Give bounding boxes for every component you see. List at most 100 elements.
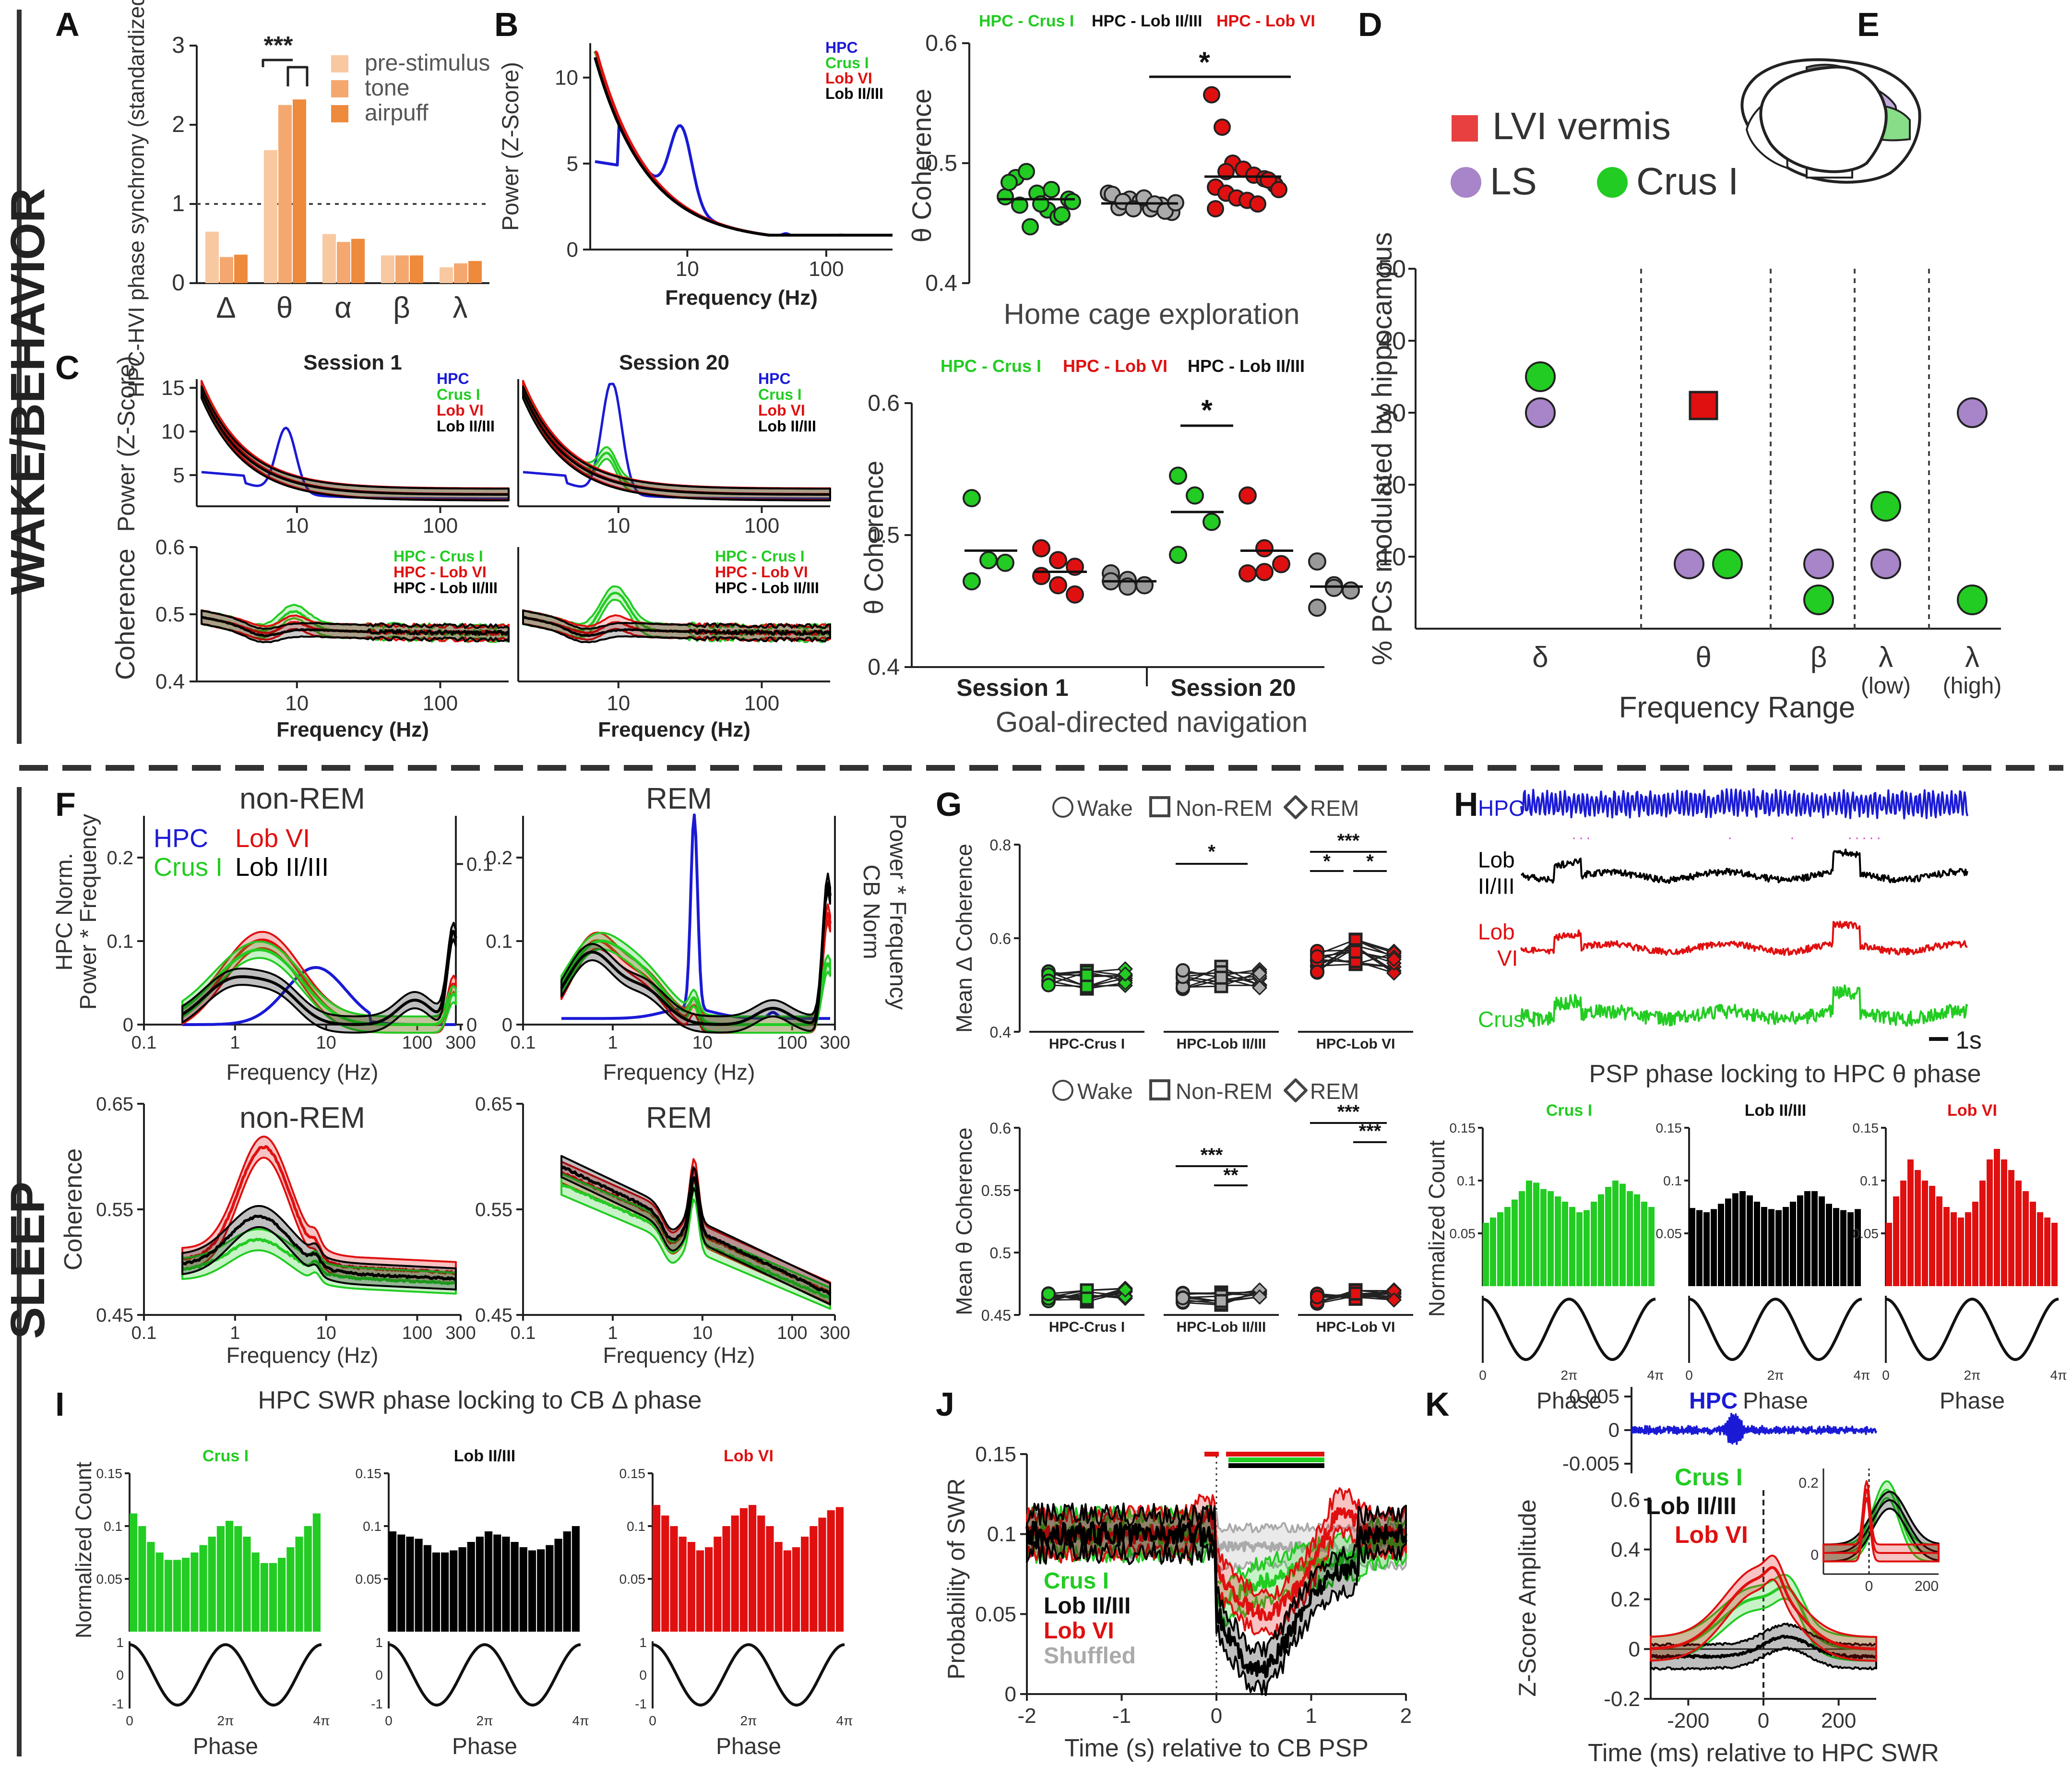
x-tick-label: 0.1 (131, 1323, 157, 1343)
data-point-rem (1252, 980, 1267, 995)
panel-letter-C: C (55, 349, 80, 386)
phase-reference (1885, 1298, 2059, 1361)
histogram-bar (1641, 1202, 1647, 1286)
panel-title: Lob II/III (454, 1447, 515, 1465)
y-axis-label: HPC Norm. (52, 853, 77, 970)
data-point-wake (1041, 978, 1056, 992)
histogram-bar (1703, 1212, 1710, 1286)
panel-letter-K: K (1425, 1385, 1450, 1423)
x-tick-label: 100 (809, 257, 844, 281)
legend-label: HPC - Lob II/III (393, 579, 498, 597)
x-tick-label: 100 (402, 1033, 432, 1053)
x-tick-label: α (334, 291, 352, 324)
histogram-bar (1576, 1212, 1583, 1286)
histogram-bar (199, 1545, 207, 1632)
y-tick-label: 0.1 (363, 1519, 381, 1534)
histogram-bar (1490, 1218, 1496, 1286)
legend-label: Wake (1077, 1079, 1133, 1104)
y-tick-label: 0 (639, 1668, 647, 1683)
legend-label: HPC - Lob VI (393, 563, 487, 581)
y-tick-label: 0.55 (96, 1199, 133, 1220)
y-tick-label: 0.15 (96, 1466, 123, 1481)
histogram-bar (2008, 1170, 2014, 1286)
y-tick-label: 0.6 (990, 1120, 1011, 1137)
x-tick-label: 0 (385, 1713, 393, 1728)
y-tick-label: 20 (1378, 471, 1406, 499)
y-tick-label: 0.05 (975, 1602, 1016, 1626)
data-point (996, 553, 1014, 572)
histogram-bar (1584, 1210, 1590, 1286)
data-point (1049, 551, 1067, 570)
y-tick-label: 0.8 (990, 836, 1011, 854)
histogram-bar (1696, 1210, 1703, 1286)
data-point-wake (1176, 1290, 1190, 1305)
histogram-bar (2001, 1159, 2007, 1286)
data-point (1207, 200, 1224, 217)
y-tick-label: 0 (1629, 1637, 1640, 1661)
bar-tone (220, 257, 233, 283)
panel-letter-I: I (55, 1385, 64, 1423)
x-tick-label: Session 1 (956, 674, 1068, 701)
y-tick-label: 0.65 (96, 1094, 133, 1115)
bar-airpuff (234, 254, 248, 283)
histogram-bar (1605, 1187, 1611, 1286)
x-tick-label: 4π (572, 1713, 589, 1728)
data-point (1255, 539, 1274, 558)
series-line (181, 1238, 456, 1286)
legend-label: HPC - Lob II/III (715, 579, 819, 597)
x-tick-label: -2 (1017, 1704, 1036, 1728)
legend-label: Lob VI (1044, 1618, 1114, 1644)
data-point-rem (1118, 1282, 1133, 1298)
trace-Lob VI (1520, 920, 1968, 956)
x-tick-label: HPC-Lob II/III (1177, 1036, 1266, 1052)
event-tick: · (1876, 830, 1881, 846)
bar-airpuff (351, 239, 365, 283)
phase-reference (652, 1643, 845, 1707)
histogram-bar (1768, 1209, 1774, 1286)
x-axis-label: Phase (1743, 1388, 1808, 1414)
chart-title: Session 1 (303, 351, 402, 374)
histogram-bar (155, 1552, 164, 1632)
histogram-bar (731, 1516, 739, 1632)
legend-label: Crus I (437, 386, 480, 403)
histogram-bar (1761, 1207, 1767, 1286)
y-tick-label: 0.65 (475, 1094, 512, 1115)
panel-title: Lob VI (724, 1447, 774, 1465)
x-tick-label: 1 (1305, 1704, 1317, 1728)
histogram-bar (2044, 1218, 2050, 1286)
panel-letter-G: G (936, 786, 962, 823)
data-point (1032, 539, 1050, 558)
y-tick-label: 0.4 (155, 670, 185, 693)
y-axis-label: HPC-HVI phase synchrony (standardized un… (124, 0, 149, 397)
histogram-bar (2015, 1181, 2022, 1286)
bar-airpuff (468, 261, 482, 283)
y-axis-label: Power * Frequency (76, 814, 101, 1010)
significance-label: *** (1201, 1145, 1223, 1166)
histogram-bar (783, 1550, 791, 1632)
legend-swatch (1451, 167, 1481, 198)
x-tick-label: 10 (692, 1323, 713, 1343)
data-point-wake (1176, 963, 1190, 978)
x-tick-label: 1 (607, 1323, 618, 1343)
histogram-bar (1979, 1181, 1986, 1286)
confidence-band (560, 1155, 831, 1306)
data-point (1186, 486, 1204, 505)
significance-label: *** (1337, 830, 1360, 851)
x-tick-label: 100 (423, 692, 458, 715)
series-line-Lob VI (1650, 1566, 1877, 1650)
panel-letter-F: F (55, 786, 76, 823)
y-tick-label: 0.05 (96, 1572, 123, 1587)
histogram-bar (2030, 1202, 2036, 1286)
legend-swatch (331, 55, 348, 72)
legend-label: Lob VI (235, 824, 310, 853)
y-axis-label: θ Coherence (906, 89, 937, 243)
x-tick-sublabel: (high) (1943, 673, 2002, 699)
legend-label: Lob VI (825, 70, 872, 87)
x-tick-label: 4π (1854, 1368, 1870, 1383)
legend-label: Crus I (825, 54, 869, 72)
histogram-bar (696, 1550, 704, 1632)
x-tick-label: 10 (676, 257, 699, 281)
legend-label: HPC - Crus I (393, 548, 483, 565)
histogram-bar (458, 1547, 466, 1632)
y-tick-label: 0.05 (619, 1572, 646, 1587)
